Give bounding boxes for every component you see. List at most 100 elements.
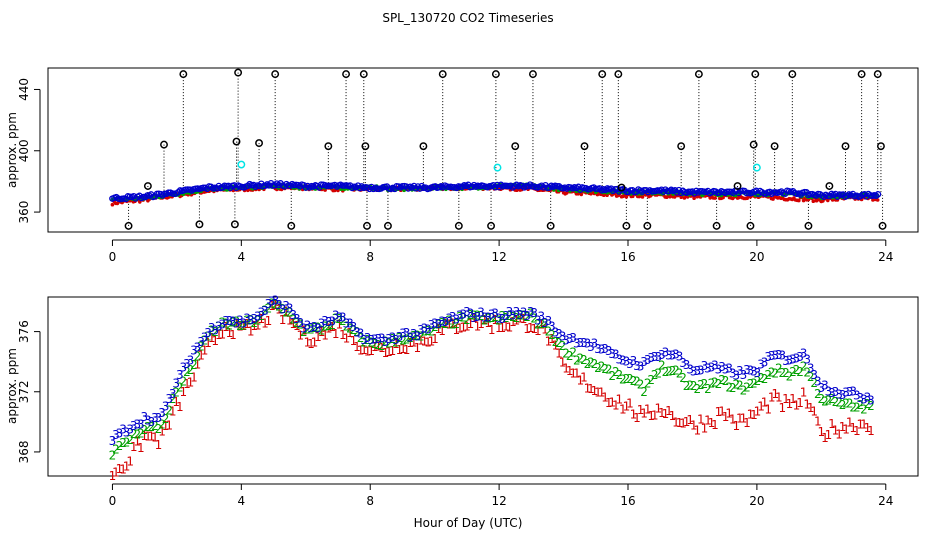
bottom-series-1-marker: 1 (697, 413, 705, 427)
top-black-spike-point (454, 221, 463, 230)
top-black-spike-point (528, 70, 537, 79)
bottom-series-1-marker: 1 (633, 411, 641, 425)
bottom-series-3-marker: 3 (332, 309, 340, 323)
bottom-series-3-marker: 3 (729, 367, 737, 381)
top-level-1-point (811, 199, 816, 203)
bottom-series-1-marker: 1 (123, 460, 131, 474)
top-black-spike-point (491, 70, 500, 79)
bottom-series-3-marker: 3 (718, 360, 726, 374)
bottom-series-1-marker: 1 (435, 322, 443, 336)
bottom-series-1-marker: 1 (222, 320, 230, 334)
bottom-series-1-marker: 1 (747, 408, 755, 422)
bottom-series-2-marker: 2 (722, 374, 730, 388)
bottom-series-2-marker: 2 (367, 335, 375, 349)
bottom-series-3-marker: 3 (481, 311, 489, 325)
bottom-series-3-marker: 3 (562, 334, 570, 348)
bottom-series-3-marker: 3 (445, 312, 453, 326)
bottom-series-2-marker: 2 (187, 363, 195, 377)
bottom-series-3-marker: 3 (520, 306, 528, 320)
bottom-series-1-marker: 1 (562, 361, 570, 375)
top-y-tick-label: 400 (17, 139, 31, 162)
top-x-tick-label: 24 (878, 250, 893, 264)
bottom-series-1-marker: 1 (768, 391, 776, 405)
bottom-series-2-marker: 2 (778, 366, 786, 380)
bottom-series-3-marker: 3 (630, 354, 638, 368)
top-level-1-point (579, 192, 584, 197)
top-y-axis-label: approx. ppm (5, 112, 19, 188)
bottom-series-1-marker: 1 (396, 343, 404, 357)
top-black-spike-point (841, 142, 850, 151)
bottom-series-2-marker: 2 (350, 323, 358, 337)
top-level-1-point (713, 196, 717, 200)
top-black-spike-point (733, 182, 742, 190)
bottom-series-2-marker: 2 (374, 338, 382, 352)
bottom-series-2-marker: 2 (289, 313, 297, 327)
bottom-series-1-marker: 1 (669, 409, 677, 423)
bottom-series-2-marker: 2 (672, 363, 680, 377)
bottom-x-tick-label: 12 (491, 494, 506, 508)
bottom-series-1-marker: 1 (764, 402, 772, 416)
bottom-series-1-marker: 1 (265, 314, 273, 328)
bottom-series-2-marker: 2 (761, 372, 769, 386)
bottom-x-tick-label: 8 (366, 494, 374, 508)
bottom-series-1-marker: 1 (591, 384, 599, 398)
bottom-series-3-marker: 3 (275, 298, 283, 312)
bottom-series-3-marker: 3 (424, 323, 432, 337)
bottom-series-3-marker: 3 (162, 399, 170, 413)
bottom-series-1-marker: 1 (654, 402, 662, 416)
bottom-series-2-marker: 2 (612, 365, 620, 379)
bottom-series-1-marker: 1 (658, 406, 666, 420)
bottom-series-3-marker: 3 (289, 308, 297, 322)
bottom-series-1-marker: 1 (594, 385, 602, 399)
bottom-series-2-marker: 2 (307, 323, 315, 337)
bottom-series-1-marker: 1 (382, 346, 390, 360)
bottom-series-2-marker: 2 (176, 380, 184, 394)
bottom-series-3-marker: 3 (176, 368, 184, 382)
bottom-series-2-marker: 2 (825, 394, 833, 408)
bottom-series-1-marker: 1 (506, 321, 514, 335)
bottom-series-3-marker: 3 (644, 353, 652, 367)
bottom-series-2-marker: 2 (768, 365, 776, 379)
bottom-series-1-marker: 1 (683, 415, 691, 429)
bottom-series-1-marker: 1 (864, 421, 872, 435)
bottom-series-2-marker: 2 (605, 363, 613, 377)
bottom-series-3-marker: 3 (410, 327, 418, 341)
bottom-series-1-marker: 1 (552, 339, 560, 353)
bottom-series-3-marker: 3 (584, 337, 592, 351)
bottom-series-2-marker: 2 (676, 366, 684, 380)
bottom-series-3-marker: 3 (835, 387, 843, 401)
top-level-1-point (640, 195, 645, 199)
bottom-series-3-marker: 3 (683, 358, 691, 372)
top-black-spike-point (438, 70, 447, 79)
top-black-spike-point (361, 142, 370, 151)
bottom-series-2-marker: 2 (183, 365, 191, 379)
bottom-series-3-marker: 3 (523, 309, 531, 323)
bottom-series-3-marker: 3 (364, 331, 372, 345)
bottom-series-3-marker: 3 (233, 316, 241, 330)
bottom-series-2-marker: 2 (435, 318, 443, 332)
bottom-series-1-marker: 1 (715, 405, 723, 419)
bottom-series-3-marker: 3 (658, 348, 666, 362)
bottom-series-1-marker: 1 (346, 326, 354, 340)
bottom-series-3-marker: 3 (509, 309, 517, 323)
bottom-series-1-marker: 1 (711, 418, 719, 432)
bottom-series-3-marker: 3 (761, 356, 769, 370)
bottom-series-1-marker: 1 (523, 322, 531, 336)
bottom-series-1-marker: 1 (679, 417, 687, 431)
bottom-series-2-marker: 2 (261, 303, 269, 317)
bottom-series-1-marker: 1 (686, 413, 694, 427)
bottom-series-1-marker: 1 (520, 312, 528, 326)
bottom-series-2-marker: 2 (158, 417, 166, 431)
bottom-series-3-marker: 3 (637, 360, 645, 374)
bottom-series-1-marker: 1 (279, 313, 287, 327)
bottom-x-axis: 0 4 8 12 16 20 24 (109, 483, 893, 508)
bottom-series-2-marker: 2 (658, 359, 666, 373)
bottom-series-1-marker: 1 (729, 413, 737, 427)
bottom-series-2-marker: 2 (555, 336, 563, 350)
top-y-axis: 360 400 440 (17, 78, 41, 224)
bottom-series-1-marker: 1 (545, 335, 553, 349)
bottom-series-2-marker: 2 (637, 377, 645, 391)
bottom-series-2-marker: 2 (782, 366, 790, 380)
bottom-series-2-marker: 2 (601, 362, 609, 376)
bottom-series-1-marker: 1 (470, 311, 478, 325)
